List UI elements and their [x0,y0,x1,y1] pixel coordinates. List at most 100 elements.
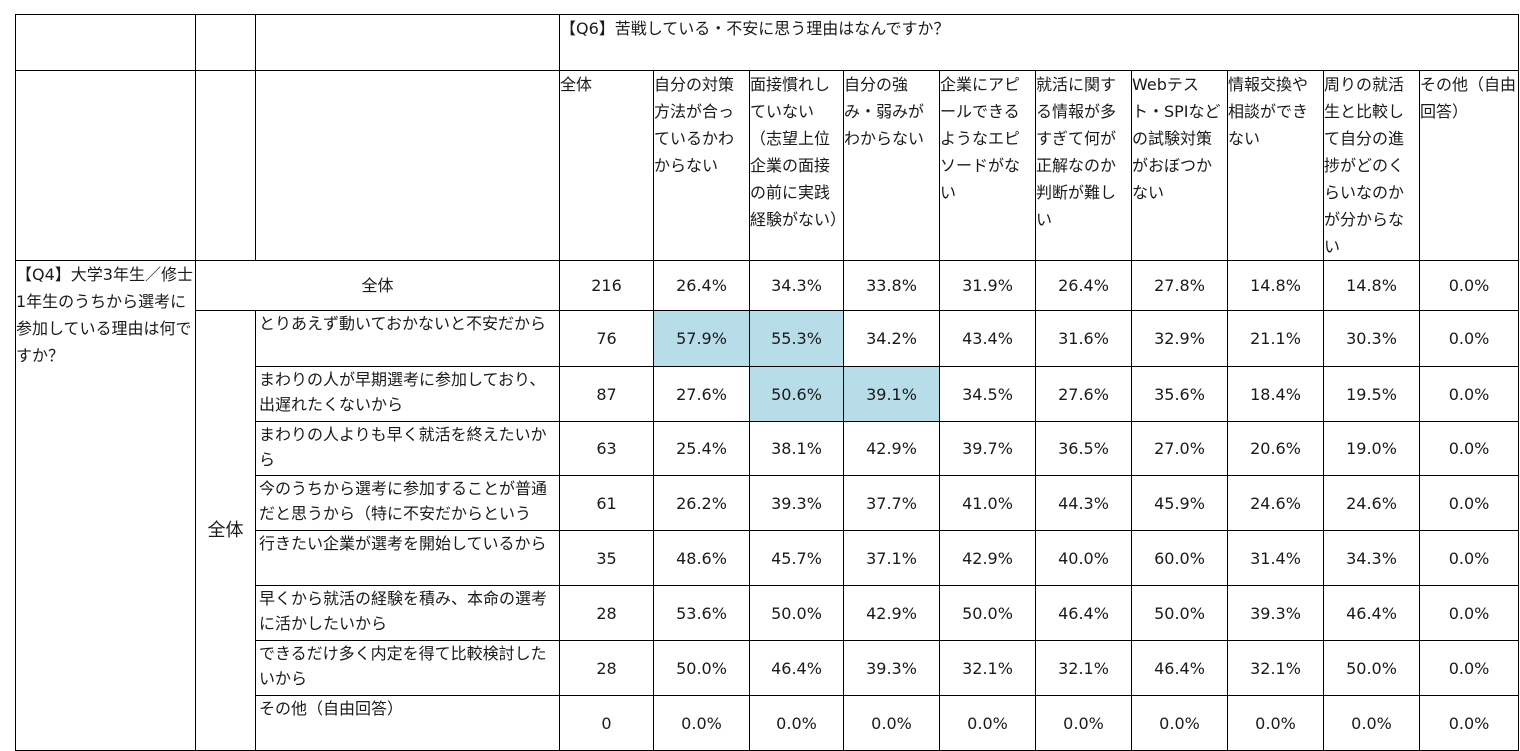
percent-cell: 0.0% [653,695,750,751]
total-row-label: 全体 [195,260,560,311]
total-value: 27.8% [1131,260,1228,311]
total-value: 216 [559,260,654,311]
q4-title: 【Q4】大学3年生／修士1年生のうちから選考に参加している理由は何ですか？ [15,260,196,751]
percent-cell: 45.9% [1131,475,1228,531]
percent-cell: 34.3% [1323,530,1420,586]
column-header: 周りの就活生と比較して自分の進捗がどのくらいなのかが分からない [1323,70,1420,261]
percent-cell: 27.0% [1131,421,1228,476]
data-row: できるだけ多く内定を得て比較検討したいから 28 50.0% 46.4% 39.3% 32… [16,640,1520,696]
percent-cell: 25.4% [653,421,750,476]
percent-cell: 31.4% [1227,530,1324,586]
percent-cell: 50.0% [653,640,750,696]
percent-cell: 32.1% [939,640,1036,696]
row-label-cell: その他（自由回答） [255,695,560,751]
percent-cell: 32.1% [1227,640,1324,696]
percent-cell: 0.0% [1418,366,1520,422]
percent-cell: 42.9% [843,585,940,641]
percent-cell: 50.0% [939,585,1036,641]
percent-cell: 48.6% [653,530,750,586]
row-label: まわりの人よりも早く就活を終えたいから [259,425,547,469]
percent-cell: 24.6% [1227,475,1324,531]
percent-cell: 44.3% [1035,475,1132,531]
percent-cell: 50.0% [749,585,844,641]
row-label-cell: 行きたい企業が選考を開始しているから [255,530,560,586]
percent-cell: 27.6% [653,366,750,422]
total-value: 26.4% [653,260,750,311]
column-header: 面接慣れしていない（志望上位企業の面接の前に実践経験がない） [749,70,844,261]
empty-cell [255,70,560,261]
percent-cell: 37.1% [843,530,940,586]
q6-title: 【Q6】苦戦している・不安に思う理由はなんですか？ [558,14,1520,71]
column-header: その他（自由回答） [1418,70,1520,261]
data-row: その他（自由回答） 0 0.0% 0.0% 0.0% 0.0% 0.0% 0.0% 0.0% 0.… [16,695,1520,751]
percent-cell: 27.6% [1035,366,1132,422]
row-label: できるだけ多く内定を得て比較検討したいから [259,644,547,688]
percent-cell: 38.1% [749,421,844,476]
percent-cell: 39.3% [843,640,940,696]
row-label: とりあえず動いておかないと不安だから [259,314,547,333]
total-value: 33.8% [843,260,940,311]
percent-cell: 46.4% [749,640,844,696]
percent-cell: 21.1% [1227,310,1324,367]
row-label-cell: とりあえず動いておかないと不安だから [255,310,560,367]
percent-cell: 36.5% [1035,421,1132,476]
percent-cell: 50.6% [749,366,844,422]
percent-cell: 0.0% [1418,530,1520,586]
percent-cell: 57.9% [653,310,750,367]
total-value: 0.0% [1418,260,1520,311]
percent-cell: 0.0% [1418,475,1520,531]
empty-cell [195,70,256,261]
total-value: 34.3% [749,260,844,311]
percent-cell: 42.9% [843,421,940,476]
percent-cell: 60.0% [1131,530,1228,586]
row-label-cell: まわりの人よりも早く就活を終えたいから [255,421,560,476]
header-row-columns: 全体 自分の対策方法が合っているかわからない 面接慣れしていない（志望上位企業の… [15,70,1520,261]
percent-cell: 34.2% [843,310,940,367]
percent-cell: 37.7% [843,475,940,531]
percent-cell: 0.0% [1418,585,1520,641]
data-row: 早くから就活の経験を積み、本命の選考に活かしたいから 28 53.6% 50.0% 42… [16,585,1520,641]
percent-cell: 50.0% [1323,640,1420,696]
percent-cell: 32.1% [1035,640,1132,696]
count-cell: 35 [559,530,654,586]
column-header: 自分の対策方法が合っているかわからない [653,70,750,261]
percent-cell: 26.2% [653,475,750,531]
column-header: 就活に関する情報が多すぎて何が正解なのか判断が難しい [1035,70,1132,261]
column-header: 全体 [559,70,654,261]
column-header: 企業にアピールできるようなエピソードがない [939,70,1036,261]
percent-cell: 35.6% [1131,366,1228,422]
percent-cell: 46.4% [1131,640,1228,696]
row-label: 早くから就活の経験を積み、本命の選考に活かしたいから [259,589,548,633]
row-label-cell: 早くから就活の経験を積み、本命の選考に活かしたいから [255,585,560,641]
percent-cell: 0.0% [1418,310,1520,367]
row-label-cell: 今のうちから選考に参加することが普通だと思うから（特に不安だからという [255,475,560,531]
percent-cell: 40.0% [1035,530,1132,586]
percent-cell: 19.5% [1323,366,1420,422]
percent-cell: 19.0% [1323,421,1420,476]
data-row: 行きたい企業が選考を開始しているから 35 48.6% 45.7% 37.1% 42.9%… [16,530,1520,586]
percent-cell: 0.0% [749,695,844,751]
empty-cell [15,14,196,71]
percent-cell: 30.3% [1323,310,1420,367]
total-row: 【Q4】大学3年生／修士1年生のうちから選考に参加している理由は何ですか？ 全体… [15,260,1520,751]
count-cell: 28 [559,640,654,696]
percent-cell: 53.6% [653,585,750,641]
percent-cell: 0.0% [1227,695,1324,751]
percent-cell: 0.0% [1035,695,1132,751]
total-value: 14.8% [1227,260,1324,311]
row-label: まわりの人が早期選考に参加しており、出遅れたくないから [259,370,546,414]
percent-cell: 39.1% [843,366,940,422]
header-row-q6: 【Q6】苦戦している・不安に思う理由はなんですか？ [15,14,1520,71]
percent-cell: 32.9% [1131,310,1228,367]
count-cell: 0 [559,695,654,751]
percent-cell: 50.0% [1131,585,1228,641]
row-label-cell: できるだけ多く内定を得て比較検討したいから [255,640,560,696]
percent-cell: 0.0% [843,695,940,751]
percent-cell: 46.4% [1323,585,1420,641]
percent-cell: 31.6% [1035,310,1132,367]
percent-cell: 45.7% [749,530,844,586]
crosstab-table: 【Q6】苦戦している・不安に思う理由はなんですか？ 全体 自分の対策方法が合って… [15,14,1520,751]
percent-cell: 42.9% [939,530,1036,586]
percent-cell: 20.6% [1227,421,1324,476]
data-row: 全体 とりあえず動いておかないと不安だから 76 57.9% 55.3% 34.2% 43.… [16,310,1520,751]
